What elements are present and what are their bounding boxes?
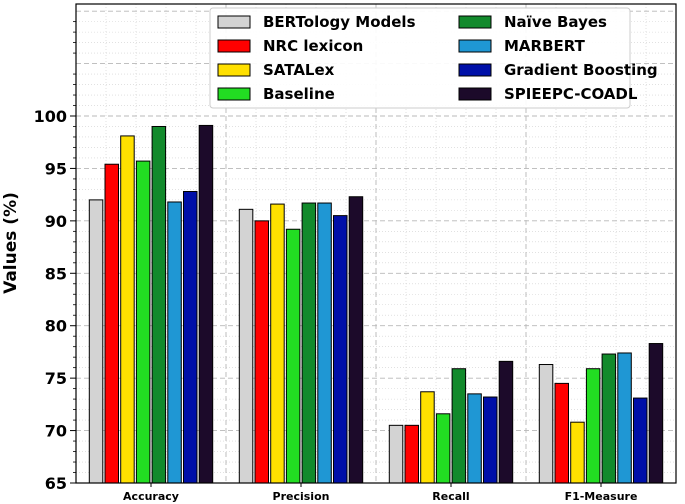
bar bbox=[633, 397, 648, 484]
bar bbox=[135, 160, 151, 484]
bars bbox=[88, 124, 664, 484]
y-tick-label: 85 bbox=[45, 264, 67, 283]
legend-swatch bbox=[217, 63, 251, 77]
legend-label: SATALex bbox=[263, 61, 335, 79]
bar bbox=[451, 368, 467, 484]
bar bbox=[198, 124, 214, 484]
legend-swatch bbox=[217, 87, 251, 101]
x-axis: Accuracy Precision Recall F1-Measure bbox=[123, 483, 637, 503]
bar bbox=[648, 343, 664, 484]
bar bbox=[270, 203, 285, 484]
bar bbox=[167, 201, 182, 484]
bar bbox=[554, 382, 569, 484]
bar bbox=[467, 393, 482, 484]
legend-label: MARBERT bbox=[504, 37, 586, 55]
legend-label: BERTology Models bbox=[263, 13, 416, 31]
bar bbox=[435, 413, 451, 484]
y-tick-label: 65 bbox=[45, 474, 67, 493]
x-tick-label: Accuracy bbox=[123, 490, 179, 503]
legend: BERTology Models NRC lexicon SATALex Baseli… bbox=[209, 7, 658, 109]
bar bbox=[348, 196, 364, 484]
legend-swatch bbox=[217, 15, 251, 29]
legend-swatch bbox=[458, 39, 492, 53]
bar bbox=[317, 202, 332, 484]
y-axis: 65 70 75 80 85 90 95 100 bbox=[34, 21, 76, 493]
bar bbox=[285, 228, 301, 484]
bar bbox=[498, 360, 514, 484]
bar bbox=[238, 208, 254, 484]
legend-label: Gradient Boosting bbox=[504, 61, 658, 79]
legend-label: Baseline bbox=[263, 85, 335, 103]
bar bbox=[601, 353, 617, 484]
bar bbox=[585, 368, 601, 484]
legend-swatch bbox=[217, 39, 251, 53]
bar bbox=[388, 424, 404, 484]
y-tick-label: 90 bbox=[45, 212, 67, 231]
bar bbox=[538, 364, 554, 484]
bar bbox=[183, 190, 198, 484]
y-axis-label: Values (%) bbox=[1, 192, 21, 294]
bar bbox=[151, 125, 167, 484]
legend-label: NRC lexicon bbox=[263, 37, 363, 55]
bar bbox=[254, 220, 269, 484]
legend-label: Naïve Bayes bbox=[504, 13, 607, 31]
bar bbox=[120, 135, 135, 484]
bar bbox=[570, 421, 585, 484]
bar bbox=[617, 352, 632, 484]
legend-box bbox=[209, 7, 631, 109]
x-tick-label: F1-Measure bbox=[565, 490, 638, 503]
bar bbox=[420, 391, 435, 484]
y-tick-label: 75 bbox=[45, 369, 67, 388]
legend-label: SPIEEPC-COADL bbox=[504, 85, 638, 103]
y-tick-label: 100 bbox=[34, 107, 67, 126]
legend-swatch bbox=[458, 15, 492, 29]
bar bbox=[301, 202, 317, 484]
y-tick-label: 95 bbox=[45, 159, 67, 178]
bar bbox=[483, 396, 498, 484]
plot-frame bbox=[75, 3, 677, 484]
x-tick-label: Precision bbox=[273, 490, 330, 503]
legend-swatch bbox=[458, 63, 492, 77]
y-tick-label: 70 bbox=[45, 422, 67, 441]
y-tick-label: 80 bbox=[45, 317, 67, 336]
bar bbox=[333, 215, 348, 484]
bar bbox=[88, 199, 104, 484]
bar bbox=[104, 163, 119, 484]
bar bbox=[404, 424, 419, 484]
x-tick-label: Recall bbox=[432, 490, 469, 503]
legend-swatch bbox=[458, 87, 492, 101]
